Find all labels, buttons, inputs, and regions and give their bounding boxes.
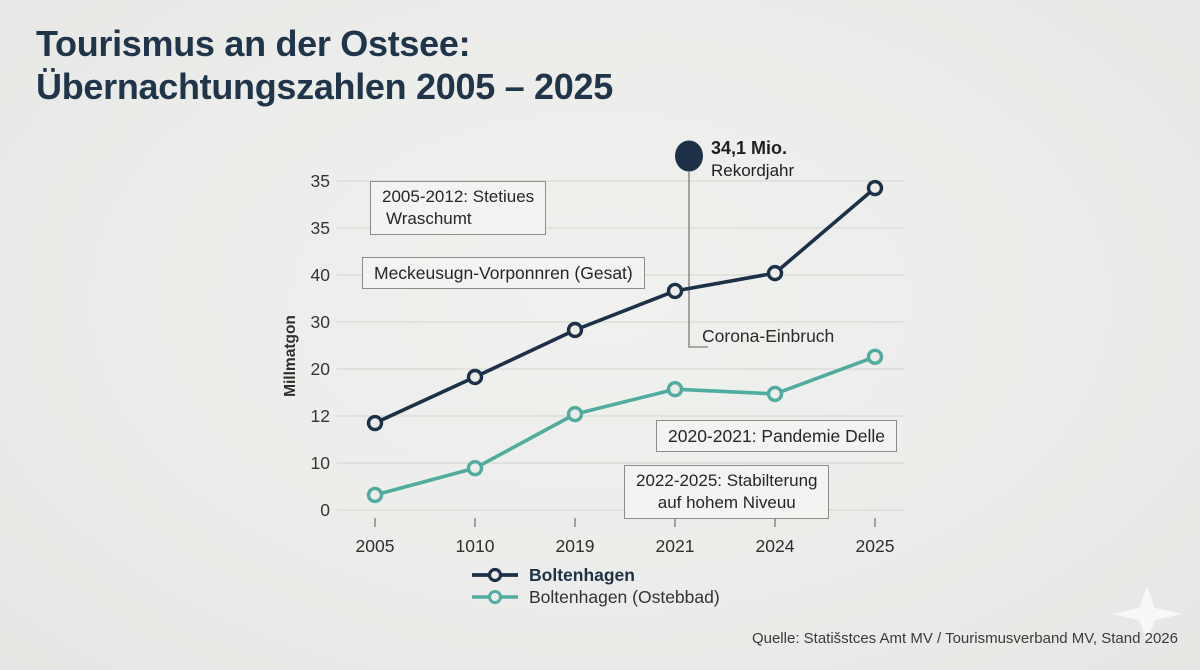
y-axis-tick-label: 40 [311, 265, 331, 285]
x-axis-tick-label: 2025 [856, 536, 895, 556]
y-axis-tick-label: 20 [311, 359, 331, 379]
data-point-0-1010 [466, 368, 484, 386]
page-title-line1: Tourismus an der Ostsee: [36, 23, 471, 64]
data-point-1-2024 [766, 385, 784, 403]
data-point-0-2024 [766, 264, 784, 282]
x-axis-tick-label: 1010 [456, 536, 495, 556]
record-connector-line [688, 172, 708, 348]
x-axis-tick-label: 2024 [756, 536, 795, 556]
y-axis-tick-label: 10 [311, 453, 331, 473]
data-point-0-2019 [566, 321, 584, 339]
series-line-0 [373, 186, 877, 425]
data-point-0-2005 [366, 414, 384, 432]
legend-label-boltenhagen: Boltenhagen [529, 564, 635, 585]
x-axis-tick-label: 2021 [656, 536, 695, 556]
data-point-1-1010 [466, 459, 484, 477]
y-axis-tick-label: 12 [311, 406, 330, 426]
page-title: Tourismus an der Ostsee: Übernachtungsza… [36, 22, 613, 108]
x-axis-tick-label: 2005 [356, 536, 395, 556]
data-point-0-2025 [866, 179, 884, 197]
annotation-region-box: Meckeusugn-Vorponnren (Gesat) [362, 257, 645, 290]
y-axis-title: Millmatgon [282, 315, 299, 397]
legend-item-boltenhagen: Boltenhagen [471, 564, 720, 586]
record-value: 34,1 Mio. [711, 138, 788, 158]
annotation-growth-box: 2005-2012: Stetiues Wraschumt [370, 181, 547, 235]
annotation-record: 34,1 Mio. Rekordjahr [711, 137, 794, 181]
annotation-stabilization-line2: auf hohem Niveuu [657, 492, 796, 512]
data-point-0-2021 [666, 282, 684, 300]
annotation-growth-line2: Wraschumt [386, 208, 472, 228]
y-axis-tick-label: 0 [320, 500, 330, 520]
legend-label-boltenhagen-ostebbad: Boltenhagen (Ostebbad) [529, 586, 720, 607]
record-marker-dot [675, 140, 703, 172]
data-point-1-2025 [866, 348, 884, 365]
page-title-line2: Übernachtungszahlen 2005 – 2025 [36, 66, 613, 108]
source-credit: Quelle: Statišstces Amt MV / Tourismusve… [751, 630, 1178, 647]
y-axis-tick-label: 30 [311, 312, 331, 332]
legend-marker-navy-line-icon [471, 567, 519, 583]
data-point-1-2019 [566, 405, 584, 423]
series-line-1 [373, 354, 877, 497]
legend-item-boltenhagen-ostebbad: Boltenhagen (Ostebbad) [471, 586, 720, 608]
data-point-1-2021 [666, 381, 684, 398]
annotation-corona: Corona-Einbruch [702, 326, 835, 346]
x-axis-tick-label: 2019 [556, 536, 595, 556]
y-axis-tick-label: 35 [311, 171, 330, 191]
chart-legend: Boltenhagen Boltenhagen (Ostebbad) [471, 564, 720, 608]
annotation-growth-line1: 2005-2012: Stetiues [382, 187, 535, 206]
y-axis-tick-label: 35 [311, 218, 330, 238]
record-label: Rekordjahr [711, 160, 795, 180]
annotation-pandemic-box: 2020-2021: Pandemie Delle [656, 420, 897, 453]
annotation-stabilization-line1: 2022-2025: Stabilterung [636, 471, 818, 490]
annotation-stabilization-box: 2022-2025: Stabilterung auf hohem Niveuu [624, 465, 830, 519]
data-point-1-2005 [366, 486, 384, 504]
legend-marker-teal-line-icon [471, 589, 519, 605]
